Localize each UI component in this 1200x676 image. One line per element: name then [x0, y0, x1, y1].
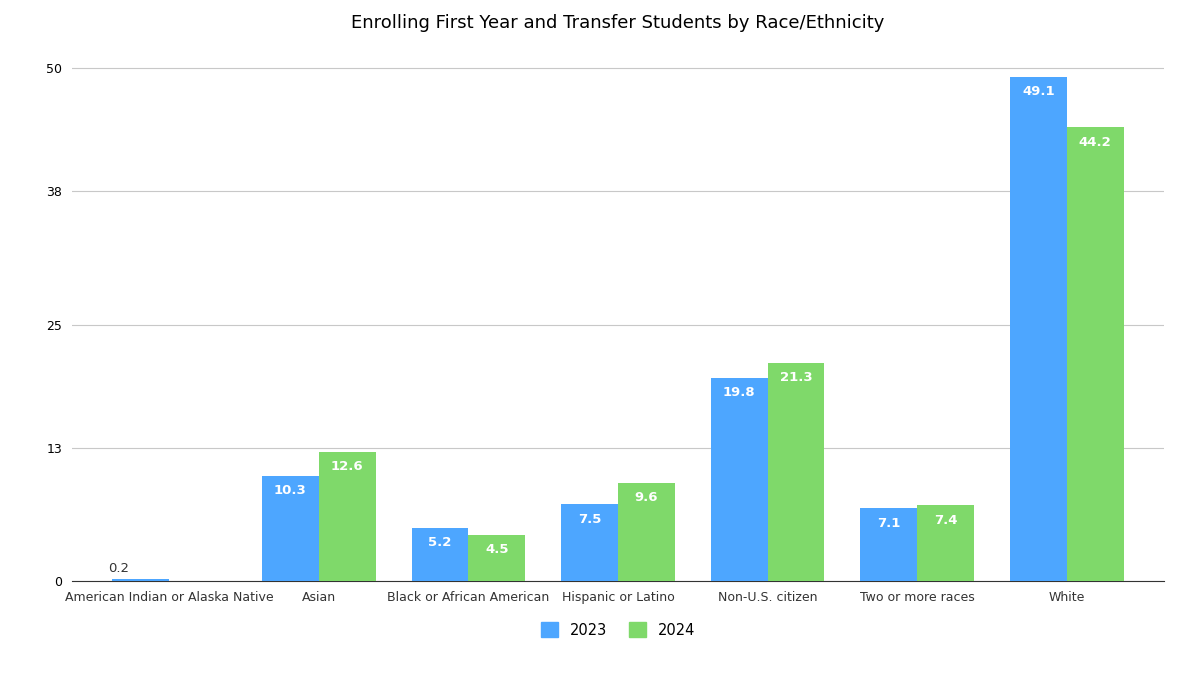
Bar	[1067, 127, 1123, 581]
Text: 5.2: 5.2	[428, 536, 451, 549]
Legend: 2023, 2024: 2023, 2024	[535, 617, 701, 644]
Text: 4.5: 4.5	[485, 544, 509, 556]
Text: 7.5: 7.5	[578, 512, 601, 525]
Bar	[319, 452, 376, 581]
Bar	[262, 476, 319, 581]
Bar	[412, 528, 468, 581]
Text: 10.3: 10.3	[274, 484, 307, 497]
Bar	[468, 535, 526, 581]
Bar	[710, 378, 768, 581]
Bar	[917, 506, 974, 581]
Text: 21.3: 21.3	[780, 371, 812, 384]
Text: 12.6: 12.6	[331, 460, 364, 473]
Text: 49.1: 49.1	[1022, 85, 1055, 98]
Bar	[562, 504, 618, 581]
Text: 44.2: 44.2	[1079, 136, 1111, 149]
Text: 0.2: 0.2	[108, 562, 128, 575]
Text: 19.8: 19.8	[722, 386, 756, 400]
Bar	[1010, 77, 1067, 581]
Bar	[768, 362, 824, 581]
Title: Enrolling First Year and Transfer Students by Race/Ethnicity: Enrolling First Year and Transfer Studen…	[352, 14, 884, 32]
Bar	[113, 579, 169, 581]
Text: 7.4: 7.4	[934, 514, 958, 527]
Bar	[618, 483, 674, 581]
Bar	[860, 508, 917, 581]
Text: 7.1: 7.1	[877, 516, 900, 530]
Text: 9.6: 9.6	[635, 491, 658, 504]
